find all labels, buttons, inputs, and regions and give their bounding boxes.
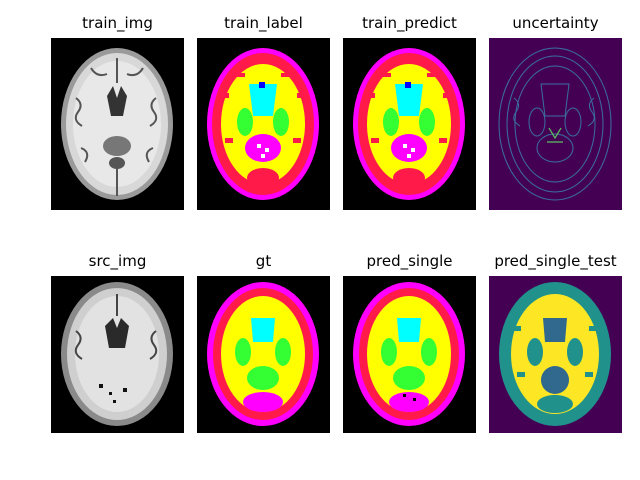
panel-title: train_label — [224, 14, 303, 32]
uncertainty-map — [489, 38, 622, 210]
segmentation-image — [343, 38, 476, 210]
panel-src-img: src_img — [51, 252, 184, 433]
panel-train-label: train_label — [197, 14, 330, 210]
panel-gt: gt — [197, 252, 330, 433]
segmentation-image — [343, 276, 476, 433]
panel-train-predict: train_predict — [343, 14, 476, 210]
panel-pred-single: pred_single — [343, 252, 476, 433]
mri-image — [51, 38, 184, 210]
panel-uncertainty: uncertainty — [489, 14, 622, 210]
panel-title: uncertainty — [512, 14, 599, 32]
panel-train-img: train_img — [51, 14, 184, 210]
panel-title: train_img — [82, 14, 153, 32]
panel-title: src_img — [88, 252, 147, 270]
panel-title: pred_single_test — [494, 252, 617, 270]
panel-title: pred_single — [366, 252, 453, 270]
panel-title: gt — [255, 252, 272, 270]
panel-title: train_predict — [362, 14, 457, 32]
panel-pred-single-test: pred_single_test — [489, 252, 622, 433]
segmentation-image — [197, 38, 330, 210]
mri-image — [51, 276, 184, 433]
segmentation-image — [197, 276, 330, 433]
label-map — [489, 276, 622, 433]
